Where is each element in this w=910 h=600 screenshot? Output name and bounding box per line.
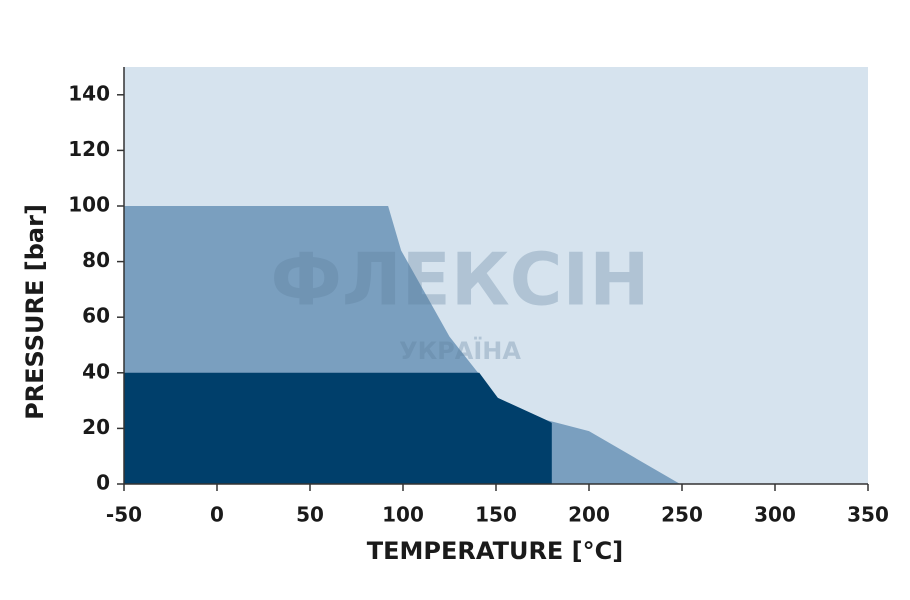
x-tick-label: 100 [382,503,424,527]
y-axis-title: PRESSURE [bar] [21,204,49,420]
area [124,372,552,484]
x-tick-label: 150 [475,503,517,527]
watermark: УКРАЇНА [399,336,521,365]
watermark: ФЛЕКСІН [270,238,649,322]
x-tick-label: 300 [754,503,796,527]
y-tick-label: 60 [82,304,110,328]
y-tick-label: 20 [82,415,110,439]
x-axis-title: TEMPERATURE [°C] [367,537,623,565]
y-tick-label: 100 [68,193,110,217]
x-tick-label: 350 [847,503,889,527]
x-tick-label: 0 [210,503,224,527]
y-tick-label: 120 [68,137,110,161]
y-tick-label: 40 [82,359,110,383]
y-tick-label: 80 [82,248,110,272]
x-tick-label: 50 [296,503,324,527]
x-tick-label: -50 [106,503,142,527]
x-tick-label: 200 [568,503,610,527]
y-tick-label: 0 [96,471,110,495]
x-tick-label: 250 [661,503,703,527]
y-tick-label: 140 [68,81,110,105]
